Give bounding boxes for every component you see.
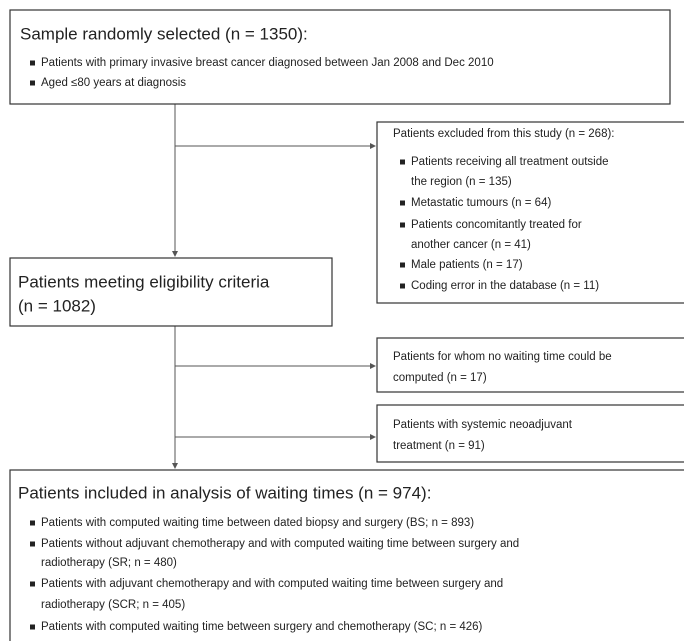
box bbox=[9, 469, 684, 641]
bullet bbox=[30, 624, 35, 630]
bullet-text: Aged ≤80 years at diagnosis bbox=[41, 77, 186, 89]
box bbox=[376, 121, 684, 304]
bullet-text: the region (n = 135) bbox=[411, 176, 512, 188]
box-title: Patients meeting eligibility criteria bbox=[18, 272, 270, 291]
bullet-text: Patients with primary invasive breast ca… bbox=[41, 57, 494, 69]
bullet-text: Male patients (n = 17) bbox=[411, 259, 523, 271]
bullet-text: radiotherapy (SCR; n = 405) bbox=[41, 599, 185, 611]
bullet-text: Patients with computed waiting time betw… bbox=[41, 517, 474, 529]
box-line: Patients for whom no waiting time could … bbox=[393, 351, 612, 363]
box-title: Patients included in analysis of waiting… bbox=[18, 483, 431, 502]
bullet-text: Patients without adjuvant chemotherapy a… bbox=[41, 538, 519, 550]
bullet-text: Coding error in the database (n = 11) bbox=[411, 280, 599, 292]
bullet-text: another cancer (n = 41) bbox=[411, 239, 531, 251]
bullet bbox=[30, 541, 35, 547]
box-title: Patients excluded from this study (n = 2… bbox=[393, 128, 615, 140]
box-line: Patients with systemic neoadjuvant bbox=[393, 419, 573, 431]
bullet bbox=[30, 80, 35, 86]
box-title: Sample randomly selected (n = 1350): bbox=[20, 24, 308, 43]
bullet-text: Patients receiving all treatment outside bbox=[411, 156, 609, 168]
box-line: computed (n = 17) bbox=[393, 372, 487, 384]
connectors bbox=[172, 104, 376, 469]
bullet bbox=[400, 222, 405, 228]
bullet-text: radiotherapy (SR; n = 480) bbox=[41, 557, 177, 569]
bullet bbox=[30, 581, 35, 587]
bullet bbox=[400, 200, 405, 206]
box bbox=[376, 337, 684, 393]
bullet bbox=[30, 60, 35, 66]
box bbox=[376, 404, 684, 463]
bullet-text: Patients with computed waiting time betw… bbox=[41, 621, 483, 633]
bullet bbox=[400, 262, 405, 268]
texts: Sample randomly selected (n = 1350): Pati… bbox=[18, 24, 615, 633]
bullet-text: Patients concomitantly treated for bbox=[411, 219, 582, 231]
box-subtitle: (n = 1082) bbox=[18, 296, 96, 315]
box-line: treatment (n = 91) bbox=[393, 440, 485, 452]
box bbox=[9, 257, 333, 327]
bullet-text: Patients with adjuvant chemotherapy and … bbox=[41, 578, 503, 590]
bullet-text: Metastatic tumours (n = 64) bbox=[411, 197, 551, 209]
bullet bbox=[30, 520, 35, 526]
box bbox=[9, 9, 671, 105]
bullet bbox=[400, 283, 405, 289]
bullet bbox=[400, 159, 405, 165]
